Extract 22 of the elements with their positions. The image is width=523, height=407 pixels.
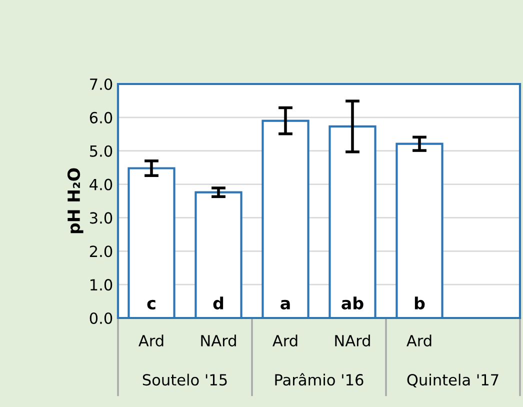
y-tick-label: 1.0 [90,279,112,291]
y-tick-label: 5.0 [90,145,112,157]
text: Quintela '17 [407,374,498,388]
x-tick-label: Ard [138,334,164,346]
y-tick-label: 2.0 [90,246,112,258]
y-axis-title: pH H₂O [67,168,84,234]
y-tick-label: 6.0 [90,112,112,124]
y-tick-label: 0.0 [90,312,112,324]
data-label: a [280,300,290,310]
y-tick-label: 4.0 [90,178,112,190]
y-tick-label: 3.0 [90,212,112,224]
x-tick-label: Ard [406,334,432,346]
data-label: b [414,296,425,310]
text: Parâmio '16 [275,373,364,386]
x-tick-label: NArd [201,334,236,346]
data-label: c [147,300,156,310]
y-tick-label: 7.0 [90,78,112,90]
data-label: d [213,296,224,310]
x-tick-label: NArd [335,334,370,346]
text: Soutelo '15 [142,374,227,386]
x-tick-label: Ard [272,334,298,346]
data-label: ab [342,296,364,310]
